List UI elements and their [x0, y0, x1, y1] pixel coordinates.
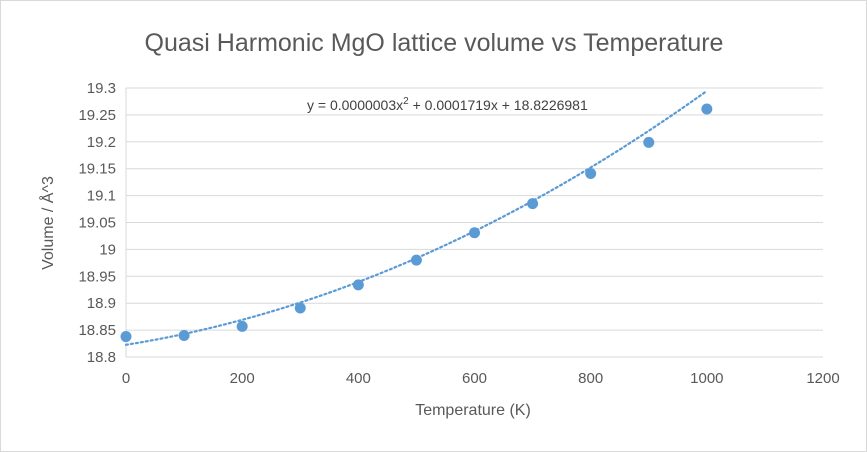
data-point [236, 320, 248, 332]
data-point [701, 103, 713, 115]
y-tick-label: 18.95 [78, 268, 116, 285]
data-point [527, 198, 539, 210]
x-tick-label: 1200 [806, 370, 839, 387]
x-axis-ticks: 0 200 400 600 800 1000 1200 [122, 370, 840, 387]
y-axis-title: Volume / Å^3 [38, 176, 57, 270]
y-tick-label: 19.25 [78, 107, 116, 124]
data-point [294, 302, 306, 314]
x-tick-label: 1000 [690, 370, 723, 387]
data-point [585, 168, 597, 180]
y-axis-ticks: 18.8 18.85 18.9 18.95 19 19.05 19.1 19.15 19.2 19… [78, 80, 116, 366]
data-point [352, 279, 364, 291]
trendline-equation: y = 0.0000003x2 + 0.0001719x + 18.822698… [307, 96, 588, 113]
data-point [410, 254, 422, 266]
x-tick-label: 800 [578, 370, 603, 387]
data-point [178, 329, 190, 341]
y-tick-label: 18.9 [87, 295, 116, 312]
y-tick-label: 19.1 [87, 188, 116, 205]
data-point [469, 227, 480, 239]
y-tick-label: 19.2 [87, 134, 116, 151]
y-tick-label: 18.8 [87, 349, 116, 366]
x-tick-label: 600 [462, 370, 487, 387]
y-tick-label: 19.15 [78, 161, 116, 178]
trendline-group [124, 89, 708, 346]
y-tick-label: 18.85 [78, 322, 116, 339]
chart-title: Quasi Harmonic MgO lattice volume vs Tem… [145, 29, 724, 57]
equation-prefix: y = 0.0000003x [307, 97, 403, 113]
equation-exponent: 2 [403, 96, 409, 107]
data-points [120, 103, 713, 343]
data-point [643, 136, 655, 148]
equation-suffix: + 0.0001719x + 18.8226981 [409, 97, 588, 113]
gridlines [125, 87, 823, 358]
trendline [124, 89, 708, 346]
y-tick-label: 19 [99, 241, 116, 258]
y-tick-label: 19.3 [87, 80, 116, 97]
x-tick-label: 0 [122, 370, 130, 387]
y-tick-label: 19.05 [78, 215, 116, 232]
x-axis-title: Temperature (K) [415, 402, 531, 419]
x-tick-label: 400 [346, 370, 371, 387]
x-tick-label: 200 [230, 370, 255, 387]
data-point [120, 331, 132, 343]
